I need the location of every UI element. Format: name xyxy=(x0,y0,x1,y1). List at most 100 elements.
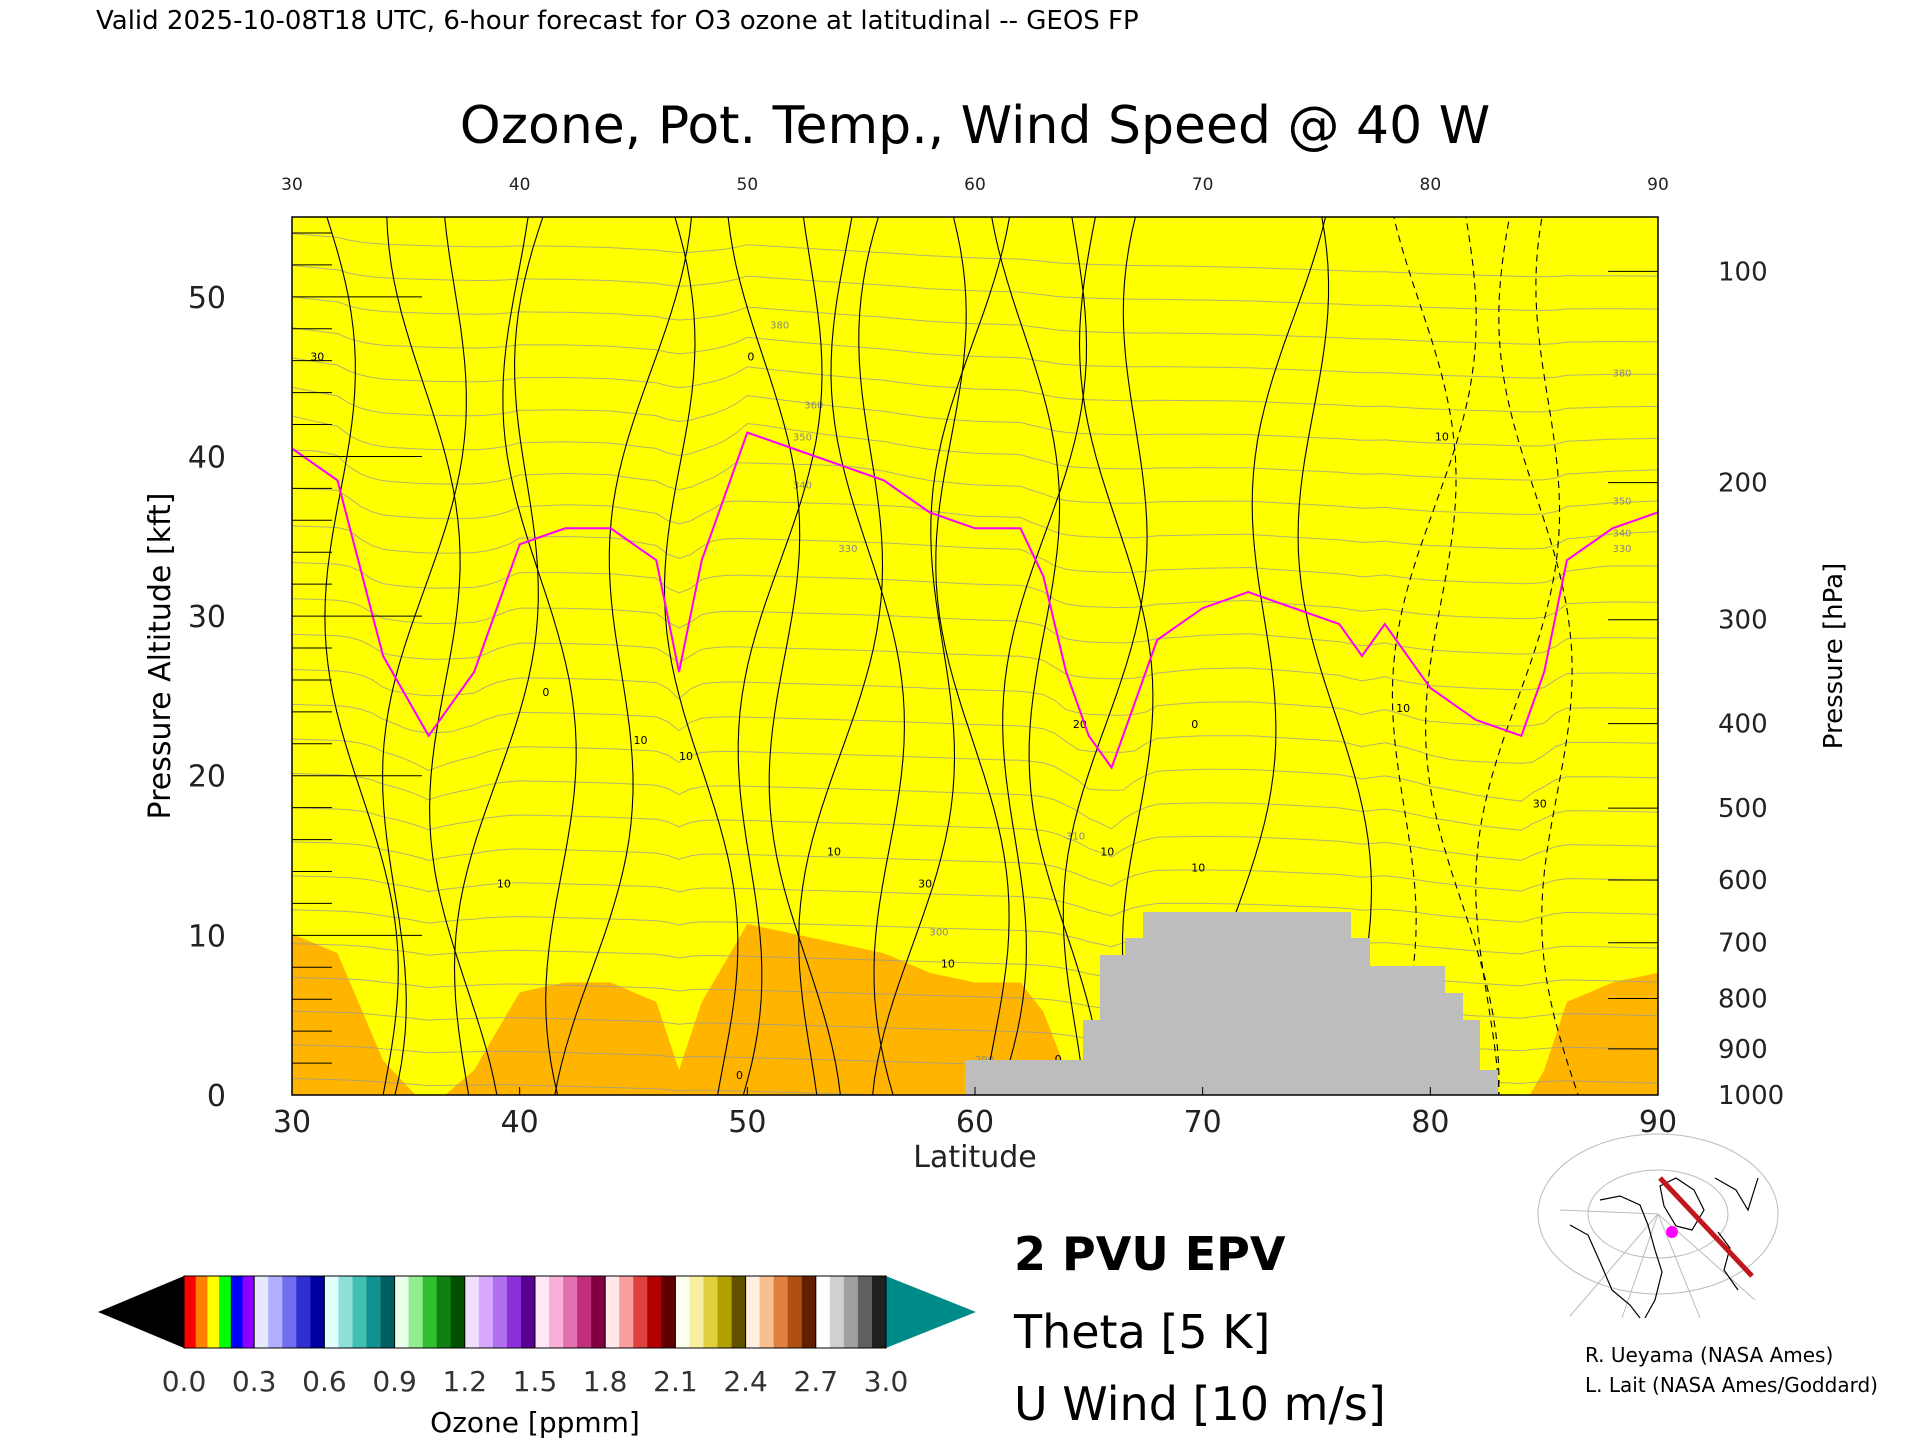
y-axis-ticks: 0 10 20 30 40 50 xyxy=(188,232,422,1114)
colorbar-swatch xyxy=(506,1276,522,1348)
colorbar-label: Ozone [ppmm] xyxy=(430,1406,640,1439)
ozone-colorbar: 0.0 0.3 0.6 0.9 1.2 1.5 1.8 2.1 2.4 2.7 3.0 Ozone … xyxy=(98,1275,976,1439)
theta-contour xyxy=(292,1078,900,1095)
colorbar-over-arrow xyxy=(886,1276,976,1348)
colorbar-tick-label: 3.0 xyxy=(864,1365,909,1398)
theta-label: 300 xyxy=(929,927,948,938)
theta-contour xyxy=(292,327,1658,379)
colorbar-swatch xyxy=(230,1276,244,1348)
theta-contour xyxy=(292,875,1658,923)
epv-2pvu-contour xyxy=(292,431,1658,770)
u-wind-label: 10 xyxy=(941,957,955,970)
theta-contour xyxy=(292,488,1658,550)
credit-line-1: R. Ueyama (NASA Ames) xyxy=(1585,1343,1833,1367)
theta-label: 330 xyxy=(1612,544,1631,555)
x-top-tick-label: 40 xyxy=(509,175,531,195)
u-wind-label: 0 xyxy=(1191,718,1198,731)
colorbar-swatch xyxy=(282,1276,297,1348)
theta-contour xyxy=(292,807,1658,861)
pressure-axis-label: Pressure [hPa] xyxy=(1819,563,1849,750)
x-tick-label: 70 xyxy=(1184,1105,1222,1140)
pressure-tick-label: 400 xyxy=(1718,710,1768,740)
u-wind-contour xyxy=(872,217,1011,1095)
colorbar-swatch xyxy=(535,1276,550,1348)
colorbar-swatch xyxy=(254,1276,269,1348)
ozone-band xyxy=(292,217,1658,1095)
u-wind-label: 0 xyxy=(542,686,549,699)
colorbar-tick-label: 2.1 xyxy=(653,1365,698,1398)
u-wind-contour xyxy=(935,217,1010,1095)
colorbar-swatch xyxy=(633,1276,648,1348)
theta-contour xyxy=(292,386,1658,447)
colorbar-swatch xyxy=(773,1276,789,1348)
colorbar-swatch xyxy=(619,1276,634,1348)
u-wind-contour xyxy=(1475,217,1561,1095)
x-tick-label: 80 xyxy=(1411,1105,1449,1140)
u-wind-contour xyxy=(1062,217,1148,1095)
u-wind-contour xyxy=(382,217,467,1095)
colorbar-swatch xyxy=(521,1276,536,1348)
colorbar-swatch xyxy=(242,1276,255,1348)
u-wind-label: 10 xyxy=(1396,702,1410,715)
pressure-tick-label: 1000 xyxy=(1718,1081,1784,1111)
u-wind-contour xyxy=(386,217,498,1095)
u-wind-label: 30 xyxy=(310,351,324,364)
u-wind-contours: 300101010001030102010001010103010 xyxy=(310,217,1579,1095)
theta-label: 330 xyxy=(838,544,857,555)
location-marker xyxy=(1666,1226,1678,1238)
colorbar-swatch xyxy=(478,1276,494,1348)
u-wind-label: 10 xyxy=(1435,430,1449,443)
x-tick-label: 40 xyxy=(501,1105,539,1140)
u-wind-label: 0 xyxy=(736,1069,743,1082)
theta-contour xyxy=(292,264,1658,312)
legend-theta: Theta [5 K] xyxy=(1013,1305,1270,1359)
colorbar-swatch xyxy=(801,1276,817,1348)
legend-uwind: U Wind [10 m/s] xyxy=(1014,1377,1386,1431)
theta-contour xyxy=(292,841,1658,892)
colorbar-swatch xyxy=(219,1276,232,1348)
x-tick-label: 60 xyxy=(956,1105,994,1140)
colorbar-swatch xyxy=(296,1276,311,1348)
theta-contour xyxy=(292,357,1658,413)
u-wind-label: 10 xyxy=(1100,846,1114,859)
u-wind-contour xyxy=(991,217,1103,1095)
theta-contour xyxy=(292,633,1658,691)
theta-label: 340 xyxy=(1612,528,1631,539)
x-top-tick-label: 50 xyxy=(737,175,759,195)
x-top-tick-label: 90 xyxy=(1647,175,1669,195)
theta-contour xyxy=(292,909,1658,955)
theta-contour xyxy=(292,773,1658,831)
colorbar-swatch xyxy=(310,1276,325,1348)
colorbar-swatch xyxy=(324,1276,339,1348)
colorbar-swatch xyxy=(605,1276,620,1348)
pressure-tick-label: 500 xyxy=(1718,794,1768,824)
colorbar-tick-label: 0.9 xyxy=(372,1365,417,1398)
colorbar-swatch xyxy=(829,1276,845,1348)
colorbar-swatch xyxy=(380,1276,396,1348)
u-wind-contour xyxy=(453,217,544,1095)
x-tick-label: 50 xyxy=(728,1105,766,1140)
u-wind-contour xyxy=(798,217,884,1095)
colorbar-swatch xyxy=(207,1276,220,1348)
pressure-tick-label: 800 xyxy=(1718,985,1768,1015)
theta-contour xyxy=(292,525,1658,585)
pressure-tick-label: 900 xyxy=(1718,1035,1768,1065)
u-wind-contour xyxy=(998,217,1088,1095)
colorbar-swatch xyxy=(857,1276,873,1348)
y-tick-label: 30 xyxy=(188,600,226,635)
colorbar-swatch xyxy=(184,1276,197,1348)
x-axis-label: Latitude xyxy=(913,1140,1036,1175)
pressure-tick-label: 200 xyxy=(1718,469,1768,499)
theta-contour xyxy=(292,233,1658,278)
u-wind-contour xyxy=(324,217,399,1095)
colorbar-swatch xyxy=(464,1276,480,1348)
colorbar-swatch xyxy=(577,1276,592,1348)
x-axis-top-ticks: 30 40 50 60 70 80 90 xyxy=(281,175,1669,195)
theta-label: 380 xyxy=(770,321,789,332)
inset-locator-map xyxy=(1537,1133,1779,1319)
pressure-tick-label: 700 xyxy=(1718,929,1768,959)
u-wind-contour xyxy=(663,217,739,1095)
theta-contour xyxy=(292,669,1658,727)
plot-area: 380360350340330310300290380350340330 300… xyxy=(292,217,1658,1095)
pressure-axis-ticks: 100 200 300 400 500 600 700 800 900 1000 xyxy=(1608,257,1784,1111)
